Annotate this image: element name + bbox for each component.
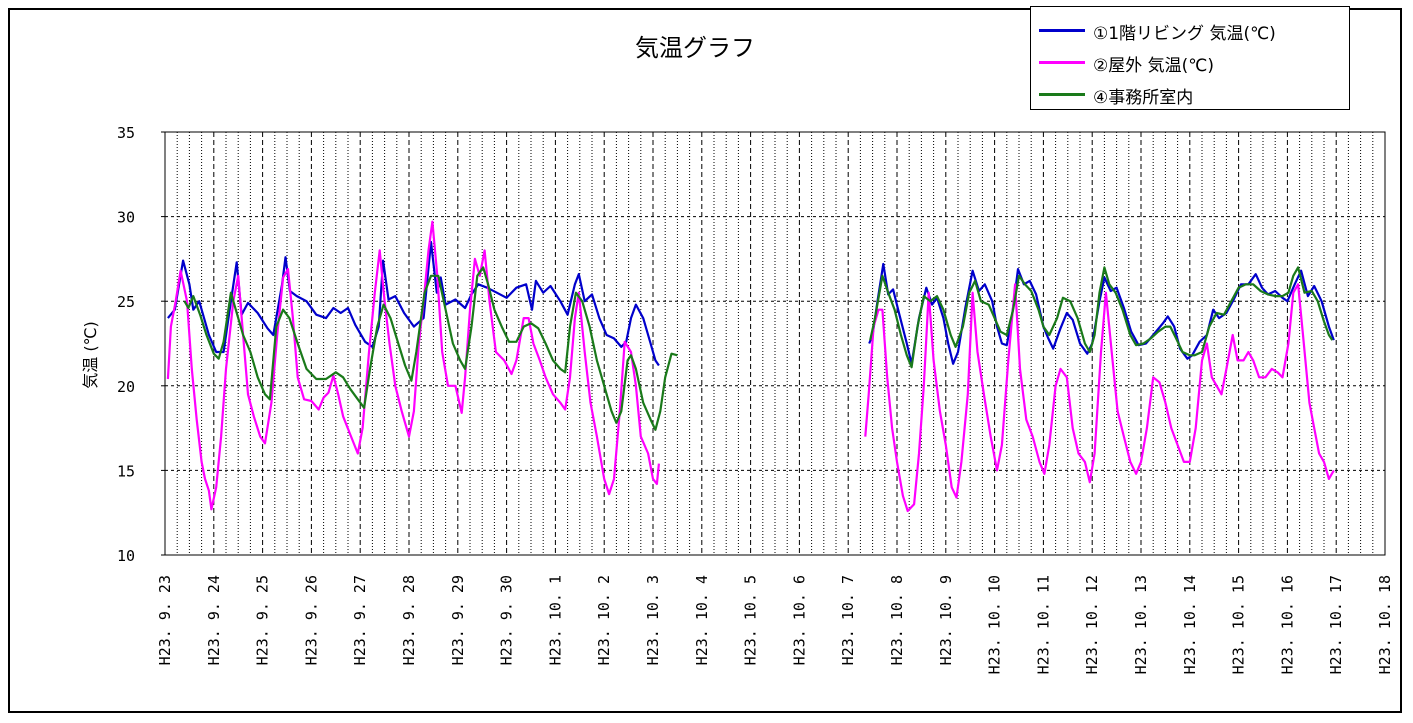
x-tick-label: H23. 9. 24 — [205, 575, 223, 665]
series-line-2 — [864, 283, 1335, 513]
legend-label-outdoor: ②屋外 気温(℃) — [1093, 56, 1215, 76]
x-tick-label: H23. 9. 29 — [449, 575, 467, 665]
x-tick-label: H23. 10. 14 — [1181, 575, 1199, 674]
x-tick-label: H23. 10. 12 — [1083, 575, 1101, 674]
x-tick-label: H23. 10. 7 — [839, 575, 857, 665]
x-tick-label: H23. 10. 9 — [937, 575, 955, 665]
x-tick-label: H23. 10. 3 — [644, 575, 662, 665]
x-tick-label: H23. 10. 13 — [1132, 575, 1150, 674]
x-tick-label: H23. 10. 8 — [888, 575, 906, 665]
x-tick-label: H23. 9. 30 — [498, 575, 516, 665]
legend-swatch-outdoor — [1039, 61, 1085, 64]
series-layer — [166, 220, 1335, 513]
legend-label-office: ④事務所室内 — [1093, 88, 1194, 108]
x-tick-label: H23. 10. 5 — [742, 575, 760, 665]
x-tick-label: H23. 10. 1 — [546, 575, 564, 665]
legend-swatch-living — [1039, 29, 1085, 32]
series-line-1 — [868, 262, 1335, 365]
legend-swatch-office — [1039, 93, 1085, 96]
series-line-3 — [183, 266, 678, 431]
legend-label-living: ①1階リビング 気温(℃) — [1093, 24, 1276, 44]
x-tick-label: H23. 10. 11 — [1034, 575, 1052, 674]
x-tick-label: H23. 10. 4 — [693, 575, 711, 665]
y-tick-label: 35 — [117, 124, 135, 142]
x-tick-label: H23. 10. 10 — [986, 575, 1004, 674]
y-axis-label: 気温 (℃) — [81, 321, 100, 389]
series-line-1 — [167, 240, 660, 367]
x-tick-label: H23. 9. 26 — [302, 575, 320, 665]
grid-layer — [164, 131, 1386, 556]
axis-layer: 10 15 20 25 30 35 H23. 9. 23 H23. 9. 24 H23. 9. … — [117, 124, 1394, 674]
y-tick-label: 15 — [117, 462, 135, 480]
y-tick-label: 10 — [117, 547, 135, 565]
y-tick-label: 30 — [117, 209, 135, 227]
x-tick-label: H23. 10. 15 — [1230, 575, 1248, 674]
x-tick-label: H23. 9. 25 — [254, 575, 272, 665]
x-tick-label: H23. 9. 27 — [351, 575, 369, 665]
x-tick-label: H23. 10. 16 — [1278, 575, 1296, 674]
y-tick-label: 20 — [117, 378, 135, 396]
series-line-3 — [869, 266, 1334, 369]
x-tick-label: H23. 10. 2 — [595, 575, 613, 665]
x-tick-label: H23. 10. 18 — [1376, 575, 1394, 674]
y-tick-label: 25 — [117, 293, 135, 311]
x-tick-label: H23. 10. 6 — [790, 575, 808, 665]
x-tick-label: H23. 10. 17 — [1327, 575, 1345, 674]
chart-title: 気温グラフ — [635, 34, 755, 62]
chart-frame — [8, 8, 1402, 713]
x-tick-label: H23. 9. 28 — [400, 575, 418, 665]
x-tick-label: H23. 9. 23 — [156, 575, 174, 665]
legend: ①1階リビング 気温(℃) ②屋外 気温(℃) ④事務所室内 — [1030, 6, 1350, 110]
